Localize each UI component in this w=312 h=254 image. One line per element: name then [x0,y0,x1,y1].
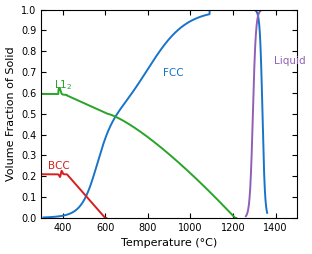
Text: FCC: FCC [163,68,183,78]
X-axis label: Temperature (°C): Temperature (°C) [121,239,217,248]
Text: BCC: BCC [48,161,70,171]
Text: Liquid: Liquid [274,56,305,66]
Y-axis label: Volume Fraction of Solid: Volume Fraction of Solid [6,46,16,181]
Text: L1$_2$: L1$_2$ [54,78,72,91]
